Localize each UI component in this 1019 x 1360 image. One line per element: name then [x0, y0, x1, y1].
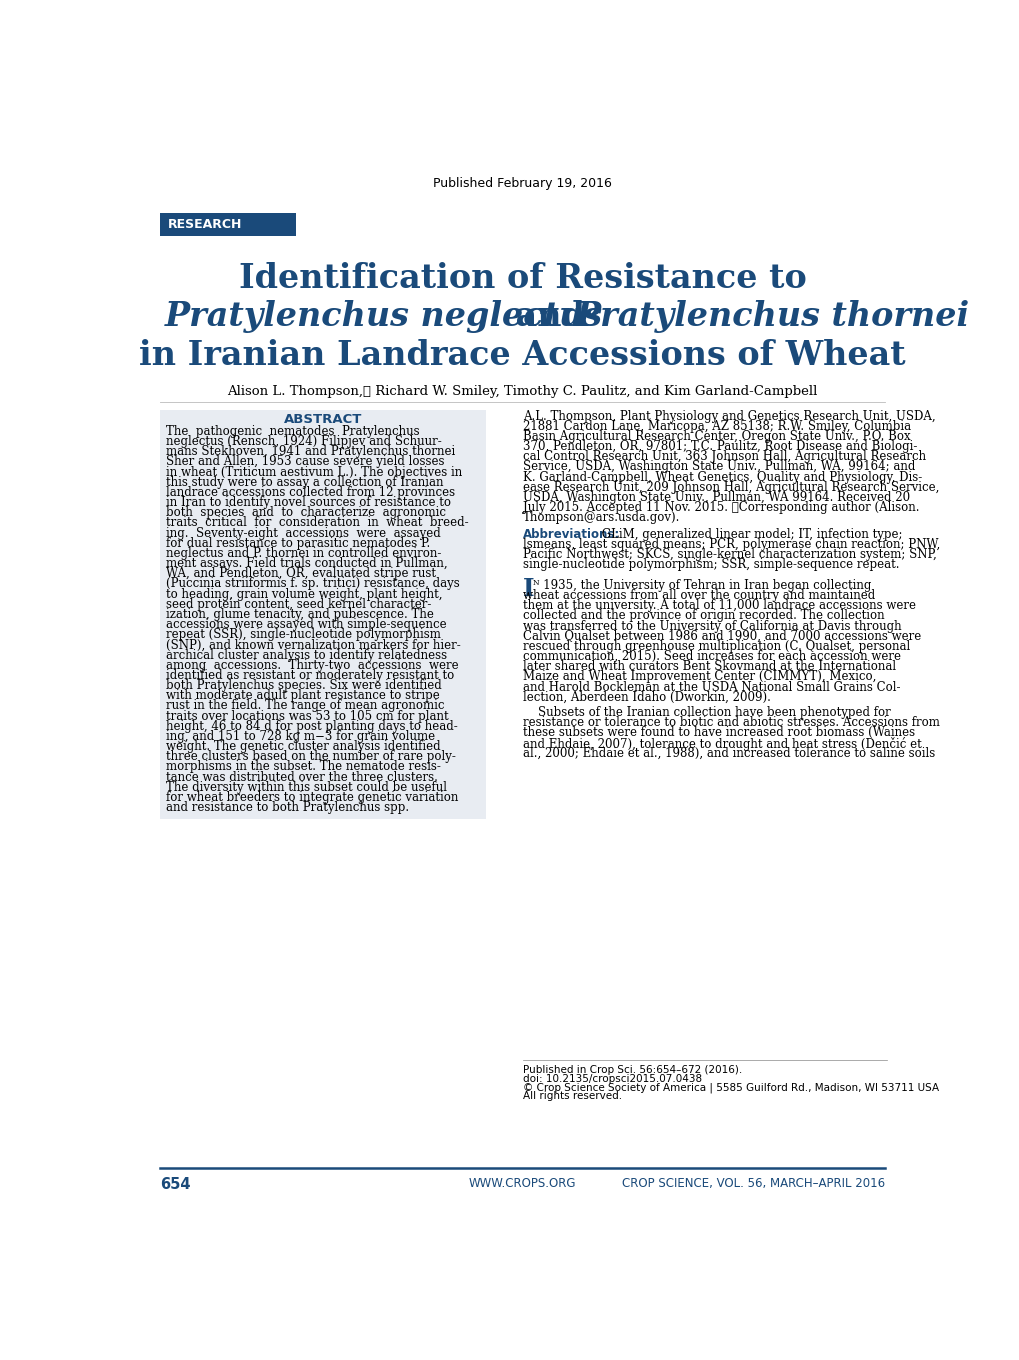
Text: ᴺ 1935, the University of Tehran in Iran began collecting: ᴺ 1935, the University of Tehran in Iran… — [532, 579, 870, 592]
Text: 370, Pendleton, OR, 97801; T.C. Paulitz, Root Disease and Biologi-: 370, Pendleton, OR, 97801; T.C. Paulitz,… — [522, 441, 916, 453]
Text: I: I — [522, 577, 534, 601]
Text: © Crop Science Society of America | 5585 Guilford Rd., Madison, WI 53711 USA: © Crop Science Society of America | 5585… — [522, 1083, 937, 1093]
Text: Published in Crop Sci. 56:654–672 (2016).: Published in Crop Sci. 56:654–672 (2016)… — [522, 1065, 741, 1074]
Text: USDA, Washington State Univ., Pullman, WA 99164. Received 20: USDA, Washington State Univ., Pullman, W… — [522, 491, 909, 505]
Text: seed protein content, seed kernel character-: seed protein content, seed kernel charac… — [166, 598, 431, 611]
Text: 654: 654 — [160, 1178, 191, 1193]
Text: ization, glume tenacity, and pubescence. The: ization, glume tenacity, and pubescence.… — [166, 608, 434, 622]
Text: tance was distributed over the three clusters.: tance was distributed over the three clu… — [166, 771, 438, 783]
Text: height, 46 to 84 d for post planting days to head-: height, 46 to 84 d for post planting day… — [166, 719, 458, 733]
Bar — [160, 409, 485, 819]
Text: and resistance to both Pratylenchus spp.: and resistance to both Pratylenchus spp. — [166, 801, 409, 815]
Text: Calvin Qualset between 1986 and 1990, and 7000 accessions were: Calvin Qualset between 1986 and 1990, an… — [522, 630, 920, 643]
Text: to heading, grain volume weight, plant height,: to heading, grain volume weight, plant h… — [166, 588, 442, 601]
Text: resistance or tolerance to biotic and abiotic stresses. Accessions from: resistance or tolerance to biotic and ab… — [522, 717, 938, 729]
Text: ease Research Unit, 209 Johnson Hall, Agricultural Research Service,: ease Research Unit, 209 Johnson Hall, Ag… — [522, 480, 938, 494]
Text: K. Garland-Campbell, Wheat Genetics, Quality and Physiology, Dis-: K. Garland-Campbell, Wheat Genetics, Qua… — [522, 471, 921, 484]
Text: communication, 2015). Seed increases for each accession were: communication, 2015). Seed increases for… — [522, 650, 900, 664]
Text: GLiM, generalized linear model; IT, infection type;: GLiM, generalized linear model; IT, infe… — [597, 528, 902, 540]
Text: both  species  and  to  characterize  agronomic: both species and to characterize agronom… — [166, 506, 446, 520]
Text: mans Stekhoven, 1941 and Pratylenchus thornei: mans Stekhoven, 1941 and Pratylenchus th… — [166, 445, 455, 458]
Text: Abbreviations:: Abbreviations: — [522, 528, 620, 540]
Text: three clusters based on the number of rare poly-: three clusters based on the number of ra… — [166, 751, 455, 763]
Text: ing, and 151 to 728 kg m−3 for grain volume: ing, and 151 to 728 kg m−3 for grain vol… — [166, 730, 435, 743]
Text: WWW.CROPS.ORG: WWW.CROPS.ORG — [469, 1178, 576, 1190]
Text: lsmeans, least squared means; PCR, polymerase chain reaction; PNW,: lsmeans, least squared means; PCR, polym… — [522, 537, 940, 551]
Text: and Harold Bockleman at the USDA National Small Grains Col-: and Harold Bockleman at the USDA Nationa… — [522, 680, 900, 694]
Text: Basin Agricultural Research Center, Oregon State Univ., P.O. Box: Basin Agricultural Research Center, Oreg… — [522, 430, 910, 443]
Text: neglectus and P. thornei in controlled environ-: neglectus and P. thornei in controlled e… — [166, 547, 441, 560]
Text: Service, USDA, Washington State Univ., Pullman, WA, 99164; and: Service, USDA, Washington State Univ., P… — [522, 461, 914, 473]
Text: both Pratylenchus species. Six were identified: both Pratylenchus species. Six were iden… — [166, 679, 441, 692]
Text: WA, and Pendleton, OR, evaluated stripe rust: WA, and Pendleton, OR, evaluated stripe … — [166, 567, 436, 581]
Text: collected and the province of origin recorded. The collection: collected and the province of origin rec… — [522, 609, 883, 623]
Text: was transferred to the University of California at Davis through: was transferred to the University of Cal… — [522, 620, 901, 632]
Text: lection, Aberdeen Idaho (Dworkin, 2009).: lection, Aberdeen Idaho (Dworkin, 2009). — [522, 691, 770, 704]
Text: The diversity within this subset could be useful: The diversity within this subset could b… — [166, 781, 446, 794]
Text: for wheat breeders to integrate genetic variation: for wheat breeders to integrate genetic … — [166, 792, 459, 804]
Text: traits over locations was 53 to 105 cm for plant: traits over locations was 53 to 105 cm f… — [166, 710, 448, 722]
Text: archical cluster analysis to identify relatedness: archical cluster analysis to identify re… — [166, 649, 447, 661]
Text: in Iran to identify novel sources of resistance to: in Iran to identify novel sources of res… — [166, 496, 450, 509]
Text: July 2015. Accepted 11 Nov. 2015. ★Corresponding author (Alison.: July 2015. Accepted 11 Nov. 2015. ★Corre… — [522, 500, 918, 514]
Text: Pacific Northwest; SKCS, single-kernel characterization system; SNP,: Pacific Northwest; SKCS, single-kernel c… — [522, 548, 935, 560]
Text: cal Control Research Unit, 363 Johnson Hall, Agricultural Research: cal Control Research Unit, 363 Johnson H… — [522, 450, 925, 464]
Text: 21881 Cardon Lane, Maricopa, AZ 85138; R.W. Smiley, Columbia: 21881 Cardon Lane, Maricopa, AZ 85138; R… — [522, 420, 910, 432]
Text: The  pathogenic  nematodes  Pratylenchus: The pathogenic nematodes Pratylenchus — [166, 424, 420, 438]
Text: ing.  Seventy-eight  accessions  were  assayed: ing. Seventy-eight accessions were assay… — [166, 526, 440, 540]
Text: them at the university. A total of 11,000 landrace accessions were: them at the university. A total of 11,00… — [522, 600, 915, 612]
Text: doi: 10.2135/cropsci2015.07.0438: doi: 10.2135/cropsci2015.07.0438 — [522, 1074, 701, 1084]
Bar — [160, 214, 296, 237]
Text: Alison L. Thompson,★ Richard W. Smiley, Timothy C. Paulitz, and Kim Garland-Camp: Alison L. Thompson,★ Richard W. Smiley, … — [227, 385, 817, 398]
Text: neglectus (Rensch, 1924) Filipjev and Schuur-: neglectus (Rensch, 1924) Filipjev and Sc… — [166, 435, 441, 449]
Text: in wheat (Triticum aestivum L.). The objectives in: in wheat (Triticum aestivum L.). The obj… — [166, 465, 462, 479]
Text: morphisms in the subset. The nematode resis-: morphisms in the subset. The nematode re… — [166, 760, 440, 774]
Text: and: and — [503, 301, 596, 333]
Text: traits  critical  for  consideration  in  wheat  breed-: traits critical for consideration in whe… — [166, 517, 469, 529]
Text: All rights reserved.: All rights reserved. — [522, 1092, 622, 1102]
Text: with moderate adult plant resistance to stripe: with moderate adult plant resistance to … — [166, 690, 439, 702]
Text: identified as resistant or moderately resistant to: identified as resistant or moderately re… — [166, 669, 454, 681]
Text: and Ehdaie, 2007), tolerance to drought and heat stress (Denčić et: and Ehdaie, 2007), tolerance to drought … — [522, 737, 920, 751]
Text: CROP SCIENCE, VOL. 56, MARCH–APRIL 2016: CROP SCIENCE, VOL. 56, MARCH–APRIL 2016 — [622, 1178, 884, 1190]
Text: single-nucleotide polymorphism; SSR, simple-sequence repeat.: single-nucleotide polymorphism; SSR, sim… — [522, 558, 899, 571]
Text: this study were to assay a collection of Iranian: this study were to assay a collection of… — [166, 476, 443, 488]
Text: accessions were assayed with simple-sequence: accessions were assayed with simple-sequ… — [166, 617, 446, 631]
Text: ment assays. Field trials conducted in Pullman,: ment assays. Field trials conducted in P… — [166, 558, 447, 570]
Text: in Iranian Landrace Accessions of Wheat: in Iranian Landrace Accessions of Wheat — [140, 339, 905, 371]
Text: Pratylenchus neglectus: Pratylenchus neglectus — [164, 301, 602, 333]
Text: among  accessions.  Thirty-two  accessions  were: among accessions. Thirty-two accessions … — [166, 658, 459, 672]
Text: for dual resistance to parasitic nematodes P.: for dual resistance to parasitic nematod… — [166, 537, 430, 549]
Text: RESEARCH: RESEARCH — [168, 218, 242, 231]
Text: Thompson@ars.usda.gov).: Thompson@ars.usda.gov). — [522, 511, 680, 524]
Text: (SNP), and known vernalization markers for hier-: (SNP), and known vernalization markers f… — [166, 638, 461, 651]
Text: these subsets were found to have increased root biomass (Waines: these subsets were found to have increas… — [522, 726, 914, 740]
Text: weight. The genetic cluster analysis identified: weight. The genetic cluster analysis ide… — [166, 740, 440, 753]
Text: repeat (SSR), single-nucleotide polymorphism: repeat (SSR), single-nucleotide polymorp… — [166, 628, 440, 642]
Text: rescued through greenhouse multiplication (C. Qualset, personal: rescued through greenhouse multiplicatio… — [522, 641, 909, 653]
Text: Maize and Wheat Improvement Center (CIMMYT), Mexico,: Maize and Wheat Improvement Center (CIMM… — [522, 670, 875, 684]
Text: later shared with curators Bent Skovmand at the International: later shared with curators Bent Skovmand… — [522, 661, 895, 673]
Text: wheat accessions from all over the country and maintained: wheat accessions from all over the count… — [522, 589, 874, 602]
Text: (Puccinia striiformis f. sp. tritici) resistance, days: (Puccinia striiformis f. sp. tritici) re… — [166, 578, 460, 590]
Text: ABSTRACT: ABSTRACT — [283, 412, 362, 426]
Text: Subsets of the Iranian collection have been phenotyped for: Subsets of the Iranian collection have b… — [522, 706, 890, 719]
Text: A.L. Thompson, Plant Physiology and Genetics Research Unit, USDA,: A.L. Thompson, Plant Physiology and Gene… — [522, 409, 934, 423]
Text: Sher and Allen, 1953 cause severe yield losses: Sher and Allen, 1953 cause severe yield … — [166, 456, 444, 468]
Text: al., 2000; Ehdaie et al., 1988), and increased tolerance to saline soils: al., 2000; Ehdaie et al., 1988), and inc… — [522, 747, 934, 760]
Text: Published February 19, 2016: Published February 19, 2016 — [433, 177, 611, 190]
Text: Identification of Resistance to: Identification of Resistance to — [238, 261, 806, 295]
Text: rust in the field. The range of mean agronomic: rust in the field. The range of mean agr… — [166, 699, 444, 713]
Text: Pratylenchus thornei: Pratylenchus thornei — [575, 301, 969, 333]
Text: landrace accessions collected from 12 provinces: landrace accessions collected from 12 pr… — [166, 486, 454, 499]
